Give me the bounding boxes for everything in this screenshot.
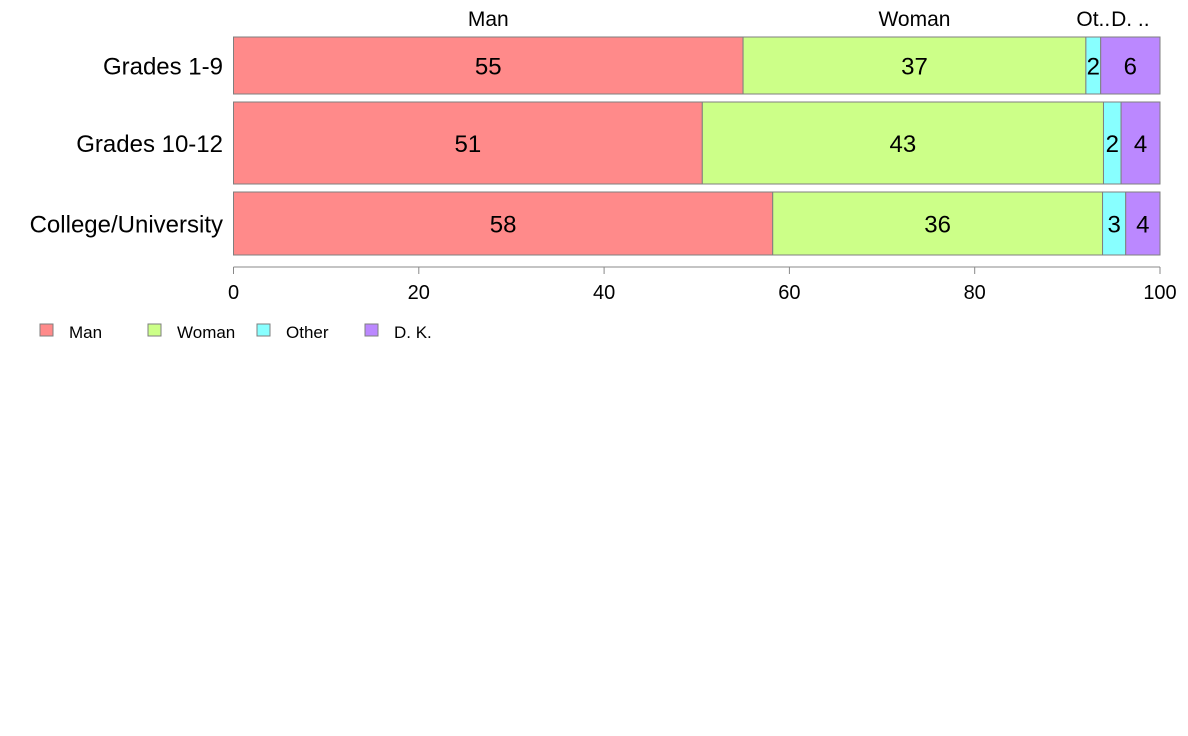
bar-value-label: 55 (475, 54, 502, 81)
x-tick-label: 0 (228, 282, 239, 304)
bar-value-label: 2 (1087, 54, 1100, 81)
x-tick-label: 100 (1143, 282, 1176, 304)
category-label: Grades 10-12 (76, 131, 223, 158)
series-top-label: Ot.. (1076, 8, 1110, 31)
legend-swatch (256, 323, 271, 337)
series-top-labels: Man Woman Ot.. D. .. (468, 8, 1150, 31)
bar-value-label: 37 (901, 54, 928, 81)
category-label: College/University (30, 212, 223, 239)
bar-segment (742, 36, 1087, 95)
legend-swatch (147, 323, 162, 337)
bar-value-label: 36 (924, 212, 951, 239)
bar-value-label: 6 (1124, 54, 1137, 81)
bar-value-label: 58 (490, 212, 517, 239)
legend-label: D. K. (394, 323, 432, 342)
bars: 55 37 2 651 43 2 458 36 3 4 (233, 36, 1161, 256)
series-top-label: Woman (878, 8, 950, 31)
legend: Man Woman Other D. K. (39, 323, 432, 342)
bar-segment (233, 101, 703, 185)
bar-value-label: 43 (890, 131, 917, 158)
bar-segment (1125, 191, 1161, 256)
bar-value-label: 51 (455, 131, 482, 158)
legend-label: Other (286, 323, 329, 342)
legend-label: Woman (177, 323, 235, 342)
legend-swatch (364, 323, 379, 337)
x-tick-label: 60 (778, 282, 800, 304)
bar-value-label: 2 (1106, 131, 1119, 158)
bar-value-label: 4 (1136, 212, 1149, 239)
bar-segment (1120, 101, 1161, 185)
bar-segment (233, 36, 744, 95)
bar-value-label: 4 (1134, 131, 1147, 158)
x-axis: 0 20 40 60 80 100 (228, 266, 1177, 304)
bar-value-label: 3 (1107, 212, 1120, 239)
x-tick-label: 40 (593, 282, 615, 304)
category-label: Grades 1-9 (103, 54, 223, 81)
bar-segment (701, 101, 1104, 185)
x-tick-label: 80 (964, 282, 986, 304)
bar-segment (772, 191, 1104, 256)
category-labels: Grades 1-9 Grades 10-12 College/University (30, 54, 223, 239)
bar-segment (233, 191, 774, 256)
series-top-label: Man (468, 8, 509, 31)
legend-swatch (39, 323, 54, 337)
series-top-label: D. .. (1111, 8, 1150, 31)
x-tick-label: 20 (408, 282, 430, 304)
bar-segment (1100, 36, 1161, 95)
legend-label: Man (69, 323, 102, 342)
